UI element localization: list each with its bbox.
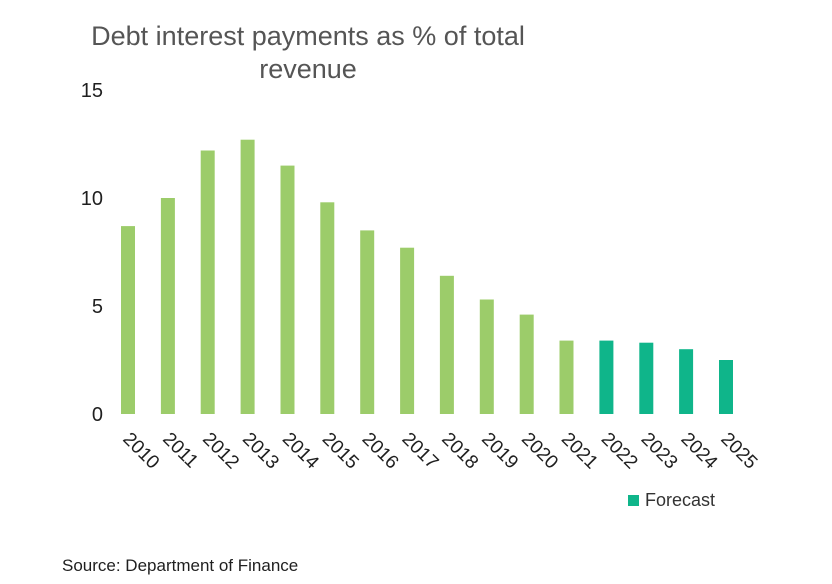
legend-label-forecast: Forecast	[645, 490, 716, 510]
bar-2012	[200, 150, 215, 414]
bar-2022	[599, 340, 614, 414]
bar-2020	[519, 314, 534, 414]
legend-swatch-forecast	[628, 495, 639, 506]
bar-2024	[679, 349, 694, 414]
bar-2010	[121, 226, 135, 414]
bar-2021	[559, 340, 574, 414]
y-tick-label-10: 10	[81, 188, 103, 210]
bar-2019	[479, 299, 494, 414]
bar-2025	[719, 360, 733, 414]
x-tick-label-2018: 2018	[437, 429, 482, 474]
x-tick-label-2020: 2020	[517, 429, 562, 474]
bar-2023	[639, 342, 654, 414]
y-tick-label-0: 0	[92, 404, 103, 426]
bar-2014	[280, 165, 295, 414]
x-tick-label-2021: 2021	[557, 429, 602, 474]
y-tick-label-5: 5	[92, 296, 103, 318]
y-axis-ticks: 0 5 10 15	[81, 80, 103, 426]
x-axis-labels: 2010201120122013201420152016201720182019…	[118, 429, 761, 474]
legend: Forecast	[628, 490, 715, 511]
x-tick-label-2013: 2013	[238, 429, 283, 474]
x-tick-label-2019: 2019	[477, 429, 522, 474]
x-tick-label-2022: 2022	[597, 429, 642, 474]
y-tick-label-15: 15	[81, 80, 103, 102]
x-tick-label-2023: 2023	[637, 429, 682, 474]
x-tick-label-2016: 2016	[358, 429, 403, 474]
x-tick-label-2017: 2017	[398, 429, 443, 474]
chart-title: Debt interest payments as % of total rev…	[91, 21, 525, 84]
x-tick-label-2014: 2014	[278, 429, 323, 474]
x-tick-label-2024: 2024	[677, 429, 722, 474]
x-tick-label-2010: 2010	[118, 429, 163, 474]
bar-2017	[400, 247, 415, 414]
source-note: Source: Department of Finance	[62, 556, 299, 575]
x-tick-label-2011: 2011	[158, 429, 202, 473]
bar-2011	[160, 198, 175, 414]
bar-2015	[320, 202, 335, 414]
bar-2016	[360, 230, 375, 414]
x-tick-label-2015: 2015	[318, 429, 363, 474]
bar-2013	[240, 139, 255, 414]
bar-2018	[439, 275, 454, 414]
x-tick-label-2025: 2025	[716, 429, 761, 474]
x-tick-label-2012: 2012	[198, 429, 243, 474]
bars	[121, 139, 733, 414]
